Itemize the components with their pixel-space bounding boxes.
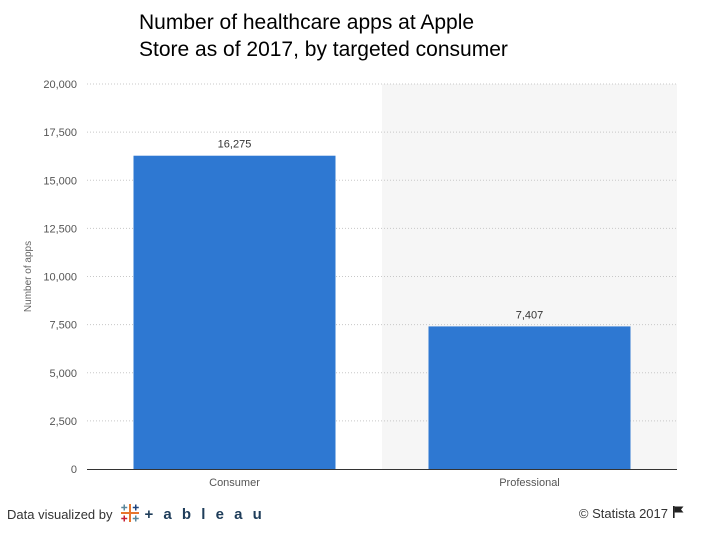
gridlines <box>87 83 677 422</box>
y-tick-label: 10,000 <box>43 272 77 284</box>
data-label-consumer: 16,275 <box>218 139 252 151</box>
y-tick-label: 2,500 <box>49 416 77 428</box>
data-visualized-by-text: Data visualized by <box>7 506 113 522</box>
tableau-wordmark[interactable]: + a b l e a u <box>144 505 265 523</box>
y-tick-label: 20,000 <box>43 79 77 91</box>
y-tick-label: 7,500 <box>49 320 77 332</box>
x-axis-ticks: Consumer Professional <box>209 477 560 489</box>
y-tick-label: 17,500 <box>43 127 77 139</box>
y-tick-label: 5,000 <box>49 368 77 380</box>
y-axis-title: Number of apps <box>23 241 34 312</box>
chart-title-line-1: Number of healthcare apps at Apple <box>139 11 475 34</box>
footer-copyright: © Statista 2017 <box>579 506 684 521</box>
bar-consumer[interactable] <box>133 155 336 470</box>
footer-attribution: Data visualized by + a b l e a u <box>7 502 265 527</box>
y-tick-label: 0 <box>71 464 77 476</box>
x-tick-label-consumer: Consumer <box>209 477 260 489</box>
data-label-professional: 7,407 <box>516 309 544 321</box>
chart-title: Number of healthcare apps at Apple Store … <box>139 9 659 63</box>
tableau-cross-icon[interactable] <box>119 502 141 527</box>
flag-icon[interactable] <box>673 506 684 521</box>
copyright-text[interactable]: © Statista 2017 <box>578 506 668 521</box>
y-axis-ticks: 0 2,500 5,000 7,500 10,000 12,500 15,000 17,500… <box>43 79 77 476</box>
data-labels: 16,275 7,407 <box>218 139 544 322</box>
bar-professional[interactable] <box>428 326 631 469</box>
bars <box>133 155 631 470</box>
y-tick-label: 15,000 <box>43 175 77 187</box>
x-tick-label-professional: Professional <box>499 477 560 489</box>
chart-title-line-2: Store as of 2017, by targeted consumer <box>139 38 508 61</box>
y-tick-label: 12,500 <box>43 223 77 235</box>
